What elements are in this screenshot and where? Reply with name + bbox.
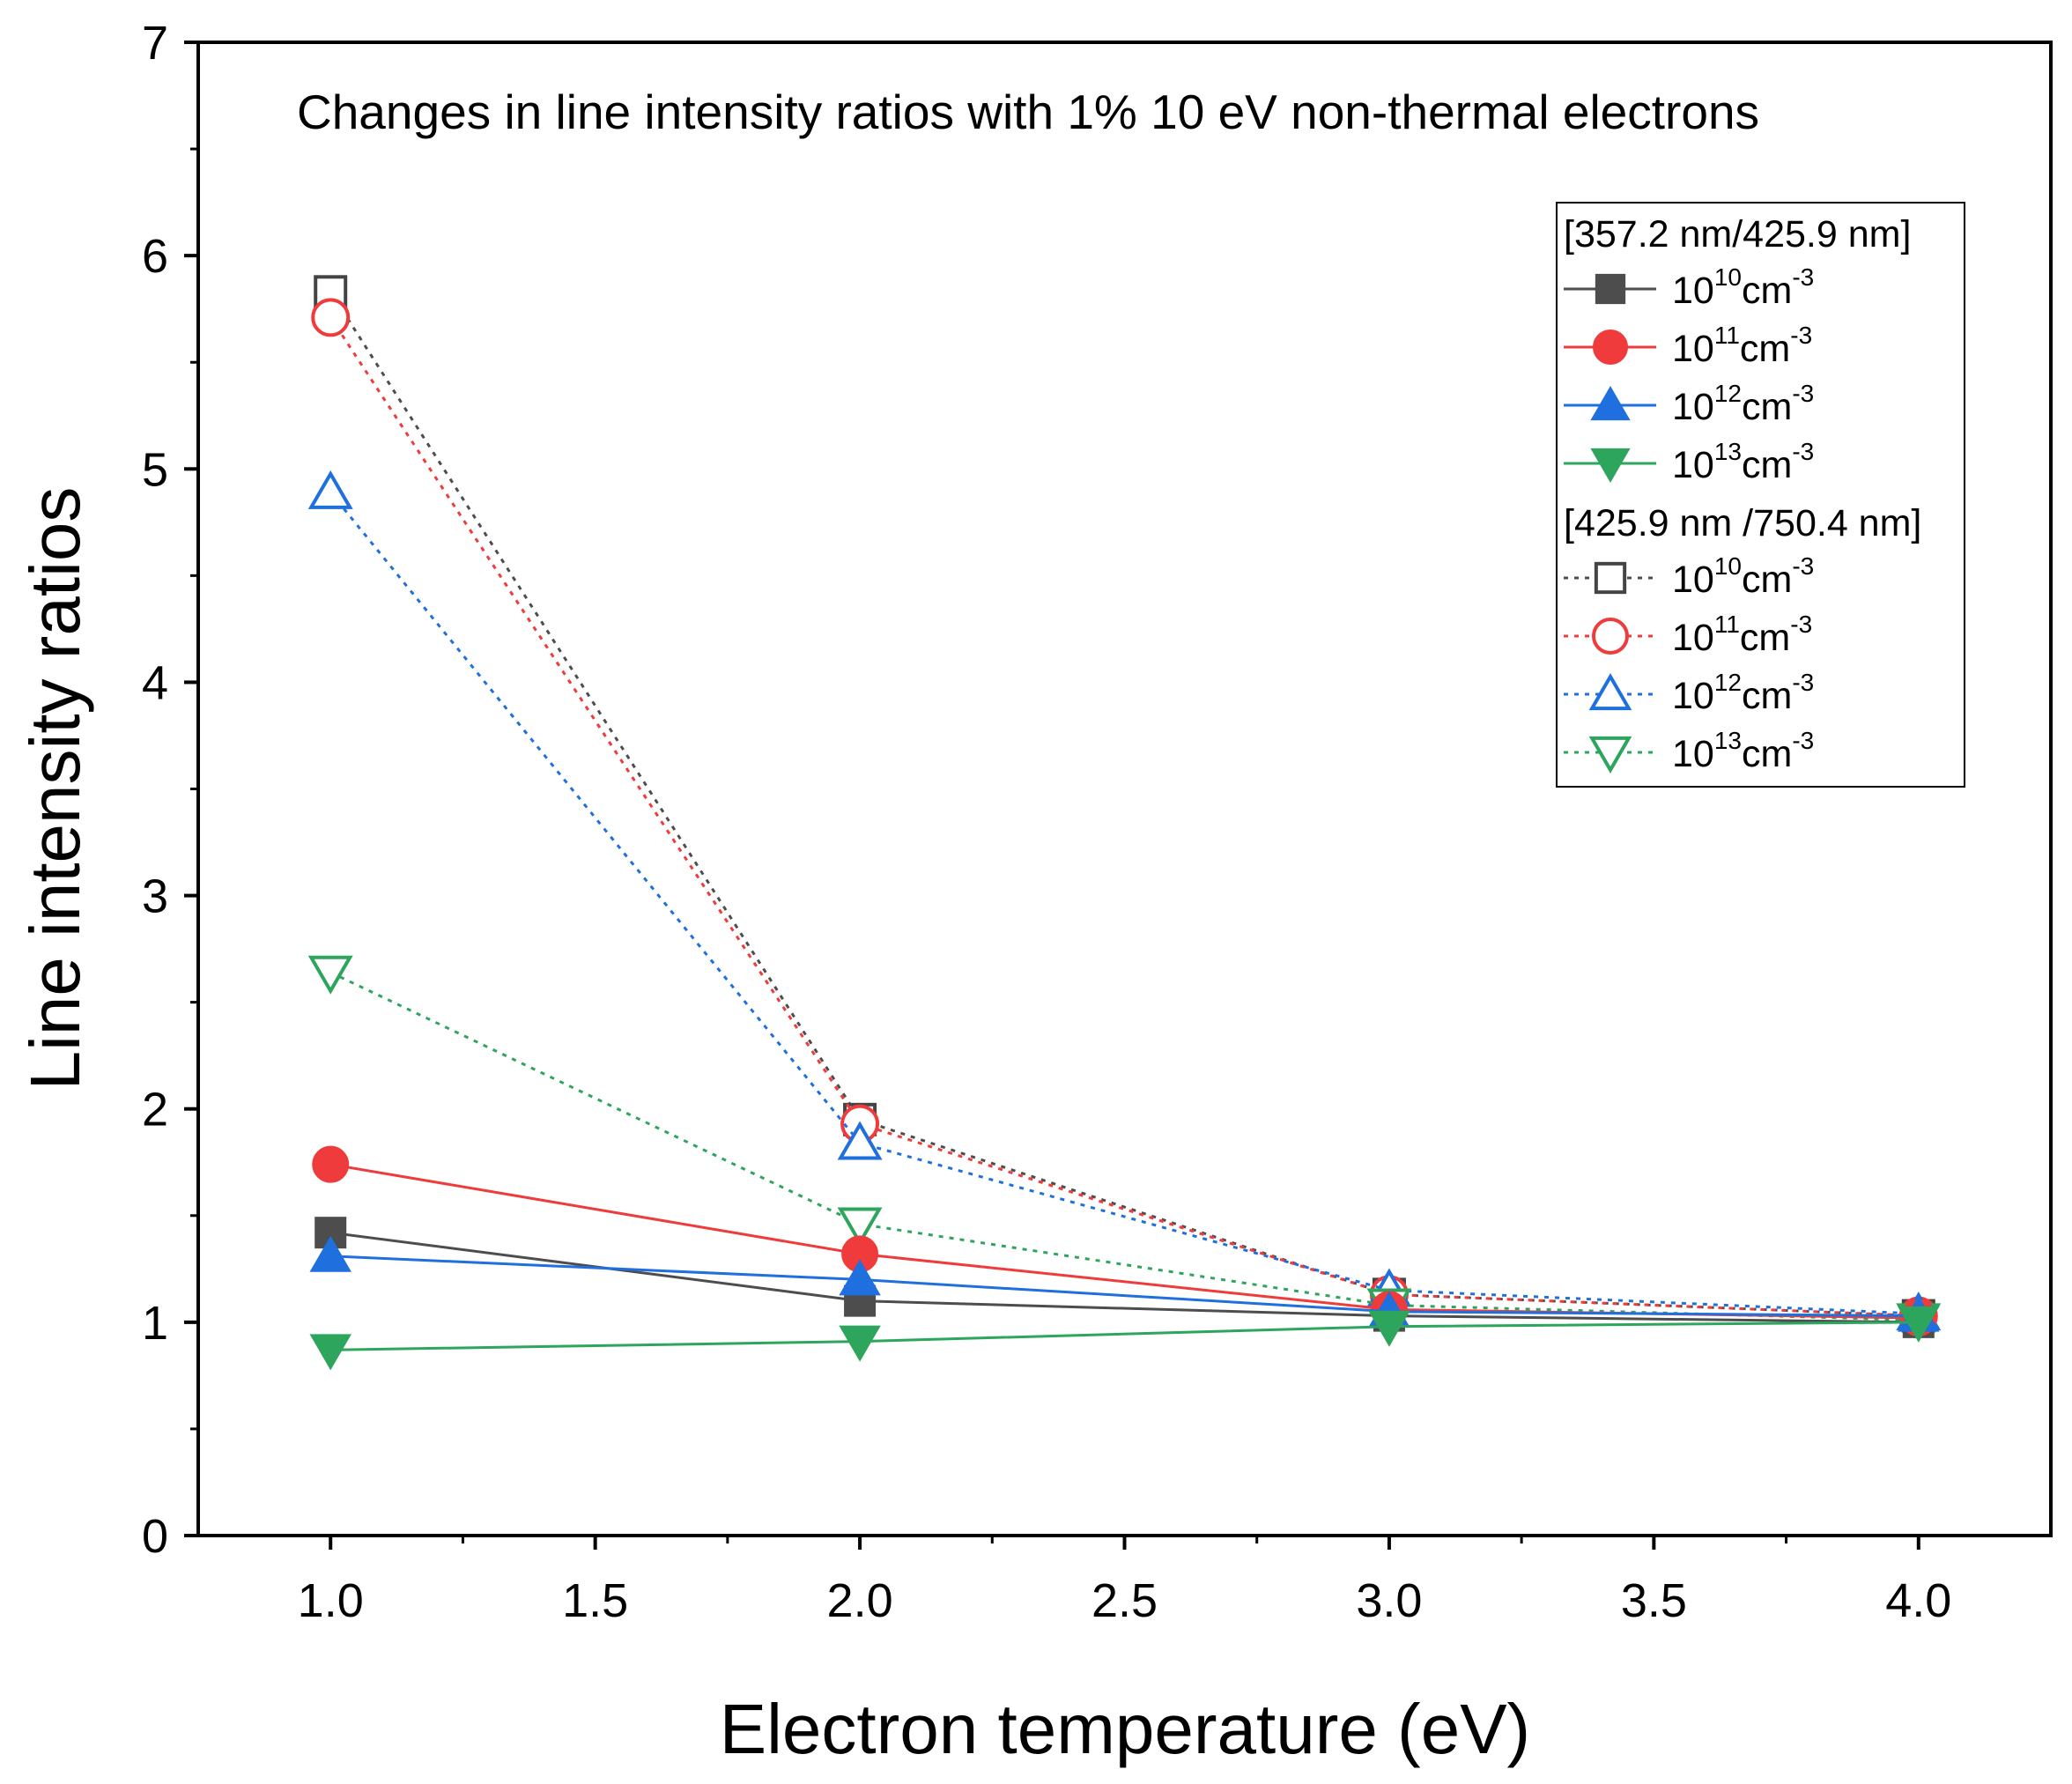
y-tick-label: 0 (142, 1510, 168, 1563)
series-line (330, 1255, 1919, 1318)
legend-group-title: [357.2 nm/425.9 nm] (1564, 213, 1911, 255)
legend-label: 1011cm-3 (1672, 611, 1812, 659)
y-tick-label: 5 (142, 443, 168, 496)
series-line (330, 1321, 1919, 1351)
y-tick-label: 1 (142, 1297, 168, 1350)
data-point (1368, 1310, 1410, 1347)
legend-entry: 1011cm-3 (1564, 322, 1812, 370)
legend-marker (1588, 736, 1632, 774)
y-tick-label: 4 (142, 656, 168, 709)
legend-entry: 1013cm-3 (1564, 727, 1814, 775)
x-tick-label: 1.0 (298, 1574, 364, 1627)
data-point (837, 1207, 883, 1247)
legend-label: 1013cm-3 (1672, 727, 1814, 775)
legend-entry: 1010cm-3 (1564, 552, 1814, 601)
legend-label: 1013cm-3 (1672, 438, 1814, 486)
legend-label: 1012cm-3 (1672, 669, 1814, 717)
series-line (329, 491, 1919, 1315)
data-point (312, 1145, 350, 1183)
x-axis-title: Electron temperature (eV) (720, 1690, 1530, 1768)
y-tick-label: 3 (142, 870, 168, 923)
data-point (839, 1325, 881, 1362)
legend-marker (1590, 386, 1631, 421)
legend-marker (1592, 618, 1629, 655)
x-tick-label: 2.5 (1092, 1574, 1158, 1627)
x-tick-label: 4.0 (1885, 1574, 1951, 1627)
legend-marker (1593, 329, 1628, 365)
legend-entry: 1011cm-3 (1564, 611, 1812, 659)
legend-entry: 1013cm-3 (1564, 438, 1814, 486)
legend: [357.2 nm/425.9 nm] [425.9 nm /750.4 nm] 1… (1556, 202, 1965, 788)
y-tick-label: 2 (142, 1084, 168, 1136)
series-line (329, 291, 1919, 1318)
legend-label: 1010cm-3 (1672, 263, 1814, 312)
x-tick-label: 3.5 (1621, 1574, 1687, 1627)
legend-label: 1012cm-3 (1672, 380, 1814, 428)
legend-marker (1595, 273, 1626, 305)
series-filled-13 (309, 1306, 1940, 1371)
chart-title: Changes in line intensity ratios with 1%… (297, 85, 1759, 139)
y-tick-label: 6 (142, 230, 168, 283)
legend-group-title: [425.9 nm /750.4 nm] (1564, 502, 1921, 544)
legend-marker (1594, 561, 1627, 595)
data-point (307, 955, 353, 995)
data-point (309, 1235, 352, 1272)
data-point (309, 1334, 352, 1371)
axes-ticks: 1.0 1.5 2.0 2.5 3.0 3.5 4.0 0 1 2 3 4 5 6 7 (142, 17, 1951, 1627)
data-point (1898, 1306, 1940, 1343)
y-tick-label: 7 (142, 17, 168, 70)
data-point (837, 1121, 883, 1160)
x-tick-label: 2.0 (827, 1574, 893, 1627)
x-tick-label: 1.5 (562, 1574, 628, 1627)
data-point (839, 1259, 881, 1296)
series-layer (307, 275, 1942, 1371)
data-point (307, 470, 353, 509)
legend-entry: 1012cm-3 (1564, 669, 1814, 717)
legend-label: 1011cm-3 (1672, 322, 1812, 370)
legend-marker (1590, 448, 1631, 483)
legend-entry: 1010cm-3 (1564, 263, 1814, 312)
x-tick-label: 3.0 (1356, 1574, 1422, 1627)
legend-label: 1010cm-3 (1672, 552, 1814, 601)
legend-entry: 1012cm-3 (1564, 380, 1814, 428)
data-point (311, 298, 351, 337)
legend-marker (1588, 673, 1632, 711)
y-axis-title: Line intensity ratios (16, 487, 94, 1091)
